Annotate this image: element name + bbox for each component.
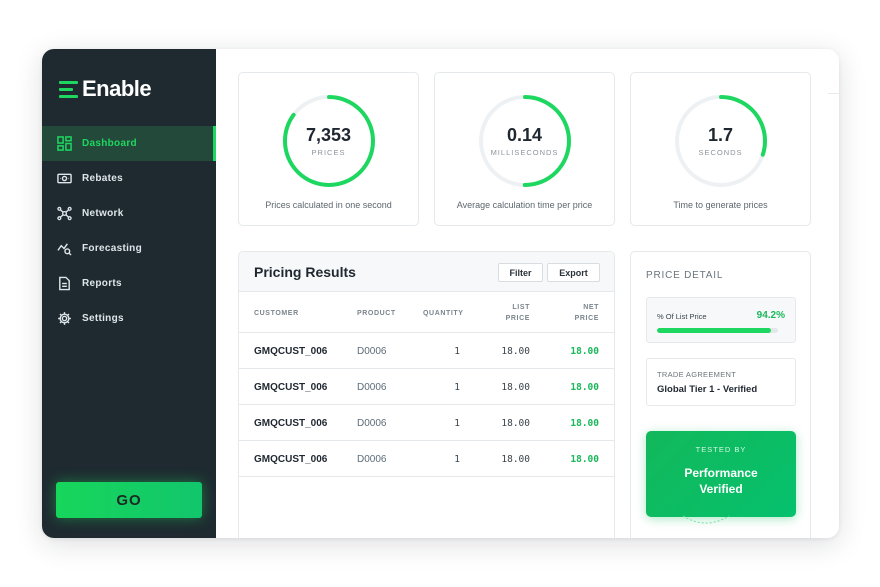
cell-list-price: 18.00 <box>501 454 530 465</box>
sidebar-item-network[interactable]: Network <box>42 196 216 231</box>
stat-card-milliseconds: 0.14 MILLISECONDS Average calculation ti… <box>434 72 615 226</box>
cell-list-price: 18.00 <box>501 382 530 393</box>
table-row[interactable]: GMQCUST_006 D0006 1 18.00 18.00 <box>239 405 614 441</box>
table-row[interactable]: GMQCUST_006 D0006 1 18.00 18.00 <box>239 369 614 405</box>
stat-value: 0.14 <box>506 125 543 145</box>
network-icon <box>57 206 72 221</box>
column-header-text: PRICE <box>574 315 599 322</box>
trade-value: Global Tier 1 - Verified <box>657 384 758 395</box>
cell-net-price: 18.00 <box>570 382 599 393</box>
export-button[interactable]: Export <box>547 263 600 282</box>
cell-quantity: 1 <box>454 418 460 429</box>
logo-mark-icon <box>59 80 78 98</box>
column-header-text: NET <box>583 304 599 311</box>
cell-customer: GMQCUST_006 <box>254 454 328 465</box>
dashboard-grid-icon <box>57 136 72 151</box>
gear-icon <box>57 311 72 326</box>
sidebar-item-label: Network <box>82 208 124 219</box>
cell-product: D0006 <box>357 382 387 393</box>
sidebar-item-label: Rebates <box>82 173 124 184</box>
sidebar: Enable Dashboard Rebates Network <box>42 49 216 538</box>
sidebar-item-label: Forecasting <box>82 243 142 254</box>
performance-verified-badge: TESTED BY Performance Verified <box>646 431 796 517</box>
panel-title: Pricing Results <box>254 264 356 280</box>
column-header-net-price[interactable]: NET PRICE <box>575 302 599 324</box>
sidebar-item-reports[interactable]: Reports <box>42 266 216 301</box>
pct-label: % Of List Price <box>657 312 707 321</box>
sidebar-nav: Dashboard Rebates Network Forecasting <box>42 126 216 336</box>
pricing-results-panel: Pricing Results Filter Export CUSTOMER P… <box>238 251 615 538</box>
cell-product: D0006 <box>357 346 387 357</box>
cell-net-price: 18.00 <box>570 454 599 465</box>
price-detail-panel: PRICE DETAIL % Of List Price 94.2% TRADE… <box>630 251 811 538</box>
column-header-customer[interactable]: CUSTOMER <box>254 310 299 317</box>
cell-customer: GMQCUST_006 <box>254 346 328 357</box>
table-row[interactable]: GMQCUST_006 D0006 1 18.00 18.00 <box>239 441 614 477</box>
table-header: CUSTOMER PRODUCT QUANTITY LIST PRICE NET… <box>239 292 614 333</box>
progress-bar-fill <box>657 328 771 333</box>
stat-card-prices: 7,353 PRICES Prices calculated in one se… <box>238 72 419 226</box>
column-header-text: PRICE <box>505 315 530 322</box>
cell-product: D0006 <box>357 454 387 465</box>
logo: Enable <box>59 76 152 101</box>
progress-ring <box>675 95 767 187</box>
cell-net-price: 18.00 <box>570 346 599 357</box>
pct-value: 94.2% <box>756 310 785 321</box>
go-button[interactable]: GO <box>56 482 202 518</box>
sidebar-item-forecasting[interactable]: Forecasting <box>42 231 216 266</box>
column-header-text: LIST <box>512 304 530 311</box>
divider <box>828 93 839 94</box>
badge-value: Performance Verified <box>684 466 758 496</box>
progress-bar <box>657 328 778 333</box>
main-content: 7,353 PRICES Prices calculated in one se… <box>216 49 839 538</box>
cell-quantity: 1 <box>454 454 460 465</box>
stat-value: 7,353 <box>305 125 352 145</box>
cell-customer: GMQCUST_006 <box>254 418 328 429</box>
panel-header: Pricing Results Filter Export <box>239 252 614 292</box>
trade-label: TRADE AGREEMENT <box>657 370 737 379</box>
cell-list-price: 18.00 <box>501 346 530 357</box>
sidebar-item-label: Settings <box>82 313 124 324</box>
dashed-arc-decoration <box>682 515 730 524</box>
cell-quantity: 1 <box>454 382 460 393</box>
sidebar-item-label: Reports <box>82 278 122 289</box>
document-icon <box>57 276 72 291</box>
list-price-percentage: % Of List Price 94.2% <box>646 297 796 343</box>
column-header-product[interactable]: PRODUCT <box>357 310 396 317</box>
cell-customer: GMQCUST_006 <box>254 382 328 393</box>
progress-ring <box>479 95 571 187</box>
cell-product: D0006 <box>357 418 387 429</box>
stat-value: 1.7 <box>707 125 734 145</box>
logo-text: Enable <box>82 76 152 101</box>
stat-caption: Time to generate prices <box>673 200 768 210</box>
column-header-list-price[interactable]: LIST PRICE <box>506 302 530 324</box>
sidebar-item-dashboard[interactable]: Dashboard <box>42 126 216 161</box>
sidebar-item-settings[interactable]: Settings <box>42 301 216 336</box>
progress-ring <box>283 95 375 187</box>
stat-caption: Prices calculated in one second <box>265 200 392 210</box>
stat-card-seconds: 1.7 SECONDS Time to generate prices <box>630 72 811 226</box>
cell-net-price: 18.00 <box>570 418 599 429</box>
stat-caption: Average calculation time per price <box>456 200 593 210</box>
badge-label: TESTED BY <box>695 445 747 454</box>
cell-quantity: 1 <box>454 346 460 357</box>
cash-icon <box>57 171 72 186</box>
table-row[interactable]: GMQCUST_006 D0006 1 18.00 18.00 <box>239 333 614 369</box>
sidebar-item-label: Dashboard <box>82 138 137 149</box>
panel-title: PRICE DETAIL <box>646 270 724 281</box>
trade-agreement: TRADE AGREEMENT Global Tier 1 - Verified <box>646 358 796 406</box>
stat-unit: SECONDS <box>698 148 743 157</box>
stat-unit: PRICES <box>311 148 346 157</box>
cell-list-price: 18.00 <box>501 418 530 429</box>
stat-unit: MILLISECONDS <box>490 148 559 157</box>
column-header-quantity[interactable]: QUANTITY <box>423 310 464 317</box>
app-window: Enable Dashboard Rebates Network <box>42 49 839 538</box>
forecast-chart-icon <box>57 241 72 256</box>
sidebar-item-rebates[interactable]: Rebates <box>42 161 216 196</box>
filter-button[interactable]: Filter <box>498 263 543 282</box>
